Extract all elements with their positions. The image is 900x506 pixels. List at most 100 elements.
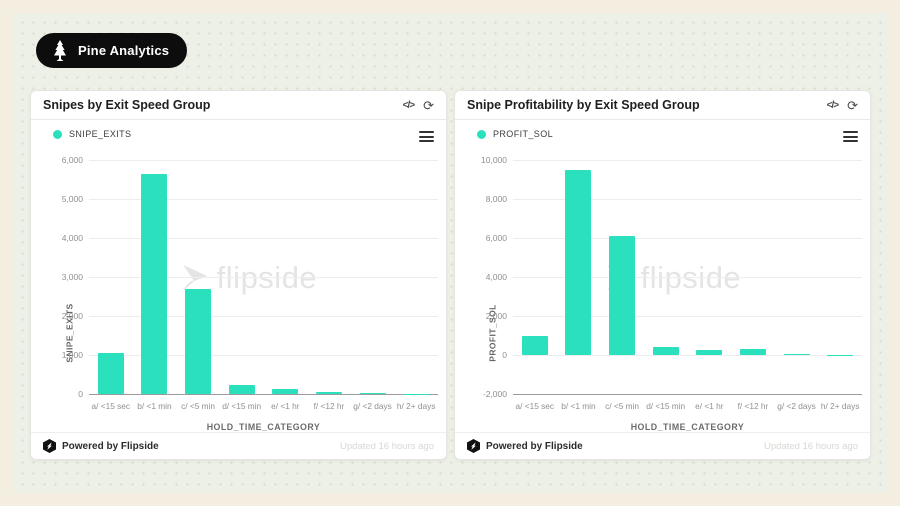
x-tick-label: d/ <15 min xyxy=(222,401,262,411)
updated-timestamp: Updated 16 hours ago xyxy=(763,440,858,452)
x-tick-label: d/ <15 min xyxy=(646,401,686,411)
bar-c/ <5 min[interactable] xyxy=(609,236,636,355)
y-tick-label: 6,000 xyxy=(61,155,83,165)
gridline xyxy=(513,238,862,239)
y-tick-label: 2,000 xyxy=(61,311,83,321)
hamburger-menu-icon[interactable] xyxy=(419,129,434,142)
powered-by-label: Powered by Flipside xyxy=(62,440,159,452)
y-tick-label: 1,000 xyxy=(61,350,83,360)
flipside-cube-icon xyxy=(43,439,56,453)
chart-panel-snipes: Snipes by Exit Speed Group </> ⟳ SNIPE_E… xyxy=(30,90,447,460)
bar-slot: f/ <12 hr xyxy=(731,160,775,411)
y-tick-label: 6,000 xyxy=(485,233,507,243)
gridline xyxy=(513,355,862,356)
y-tick-label: 0 xyxy=(502,350,507,360)
bar-b/ <1 min[interactable] xyxy=(141,173,168,394)
gridline xyxy=(89,160,438,161)
y-tick-label: 10,000 xyxy=(481,155,507,165)
x-tick-label: e/ <1 hr xyxy=(695,401,724,411)
powered-by-label: Powered by Flipside xyxy=(486,440,583,452)
x-axis-line xyxy=(89,394,438,395)
y-tick-label: 4,000 xyxy=(61,233,83,243)
bar-h/ 2+ days[interactable] xyxy=(827,354,854,355)
refresh-icon[interactable]: ⟳ xyxy=(423,97,434,113)
bar-slot: f/ <12 hr xyxy=(307,160,351,411)
legend: PROFIT_SOL xyxy=(477,129,553,139)
code-icon[interactable]: </> xyxy=(402,99,416,111)
y-tick-label: 5,000 xyxy=(61,194,83,204)
x-tick-label: f/ <12 hr xyxy=(737,401,769,411)
legend: SNIPE_EXITS xyxy=(53,129,131,139)
bar-g/ <2 days[interactable] xyxy=(359,392,386,394)
bar-slot: c/ <5 min xyxy=(176,160,220,411)
y-tick-label: 3,000 xyxy=(61,272,83,282)
badge-label: Pine Analytics xyxy=(78,43,170,58)
gridline xyxy=(89,316,438,317)
hamburger-menu-icon[interactable] xyxy=(843,129,858,142)
x-tick-label: g/ <2 days xyxy=(353,401,392,411)
bar-c/ <5 min[interactable] xyxy=(185,288,212,394)
bar-slot: g/ <2 days xyxy=(775,160,819,411)
bar-e/ <1 hr[interactable] xyxy=(272,388,299,394)
bar-slot: d/ <15 min xyxy=(220,160,264,411)
legend-dot-icon xyxy=(53,129,62,139)
bar-slot: e/ <1 hr xyxy=(688,160,732,411)
panel-footer: Powered by Flipside Updated 16 hours ago xyxy=(31,432,446,459)
bar-g/ <2 days[interactable] xyxy=(783,354,810,355)
gridline xyxy=(89,355,438,356)
legend-label: PROFIT_SOL xyxy=(493,129,554,139)
bar-slot: h/ 2+ days xyxy=(818,160,862,411)
x-tick-label: b/ <1 min xyxy=(561,401,596,411)
gridline xyxy=(513,199,862,200)
y-tick-label: 2,000 xyxy=(485,311,507,321)
code-icon[interactable]: </> xyxy=(826,99,840,111)
bar-d/ <15 min[interactable] xyxy=(652,347,679,355)
powered-by-flipside-link[interactable]: Powered by Flipside xyxy=(467,439,583,453)
bar-h/ 2+ days[interactable] xyxy=(403,393,430,394)
pine-analytics-logo: Pine Analytics xyxy=(36,33,188,68)
flipside-cube-icon xyxy=(467,439,480,453)
x-tick-label: e/ <1 hr xyxy=(271,401,300,411)
bar-d/ <15 min[interactable] xyxy=(228,385,255,394)
pine-tree-icon xyxy=(50,39,70,62)
updated-timestamp: Updated 16 hours ago xyxy=(339,440,434,452)
panel-header: Snipe Profitability by Exit Speed Group … xyxy=(455,91,870,120)
bar-chart-profitability: -2,000 0 2,000 4,000 6,000 8,000 10,000 a/ <15 … xyxy=(481,155,862,411)
bar-slot: b/ <1 min xyxy=(557,160,601,411)
bar-chart-snipes: 0 1,000 2,000 3,000 4,000 5,000 6,000 a/ <15 se… xyxy=(62,155,438,411)
x-tick-label: h/ 2+ days xyxy=(396,401,436,411)
bar-e/ <1 hr[interactable] xyxy=(696,350,723,355)
bar-slot: g/ <2 days xyxy=(351,160,395,411)
x-tick-label: h/ 2+ days xyxy=(820,401,860,411)
refresh-icon[interactable]: ⟳ xyxy=(847,97,858,113)
bar-a/ <15 sec[interactable] xyxy=(521,335,548,355)
y-tick-label: 4,000 xyxy=(485,272,507,282)
panel-footer: Powered by Flipside Updated 16 hours ago xyxy=(455,432,870,459)
x-axis-label: HOLD_TIME_CATEGORY xyxy=(206,422,321,432)
bar-b/ <1 min[interactable] xyxy=(565,169,592,355)
x-tick-label: a/ <15 sec xyxy=(515,401,555,411)
gridline xyxy=(513,160,862,161)
powered-by-flipside-link[interactable]: Powered by Flipside xyxy=(43,439,159,453)
gridline xyxy=(89,277,438,278)
x-tick-label: c/ <5 min xyxy=(181,401,216,411)
y-tick-label: -2,000 xyxy=(482,389,507,399)
bar-slot: d/ <15 min xyxy=(644,160,688,411)
bar-slot: e/ <1 hr xyxy=(264,160,308,411)
bar-slot: a/ <15 sec xyxy=(513,160,557,411)
gridline xyxy=(89,199,438,200)
y-tick-label: 0 xyxy=(78,389,83,399)
panel-header: Snipes by Exit Speed Group </> ⟳ xyxy=(31,91,446,120)
x-axis-line xyxy=(513,394,862,395)
legend-dot-icon xyxy=(477,129,486,139)
x-tick-label: c/ <5 min xyxy=(605,401,640,411)
x-tick-label: b/ <1 min xyxy=(137,401,172,411)
bar-slot: a/ <15 sec xyxy=(89,160,133,411)
bar-slot: b/ <1 min xyxy=(133,160,177,411)
bar-f/ <12 hr[interactable] xyxy=(739,349,766,355)
bar-a/ <15 sec[interactable] xyxy=(97,353,124,394)
x-tick-label: g/ <2 days xyxy=(777,401,816,411)
bar-slot: c/ <5 min xyxy=(600,160,644,411)
bar-f/ <12 hr[interactable] xyxy=(315,391,342,394)
legend-label: SNIPE_EXITS xyxy=(69,129,132,139)
